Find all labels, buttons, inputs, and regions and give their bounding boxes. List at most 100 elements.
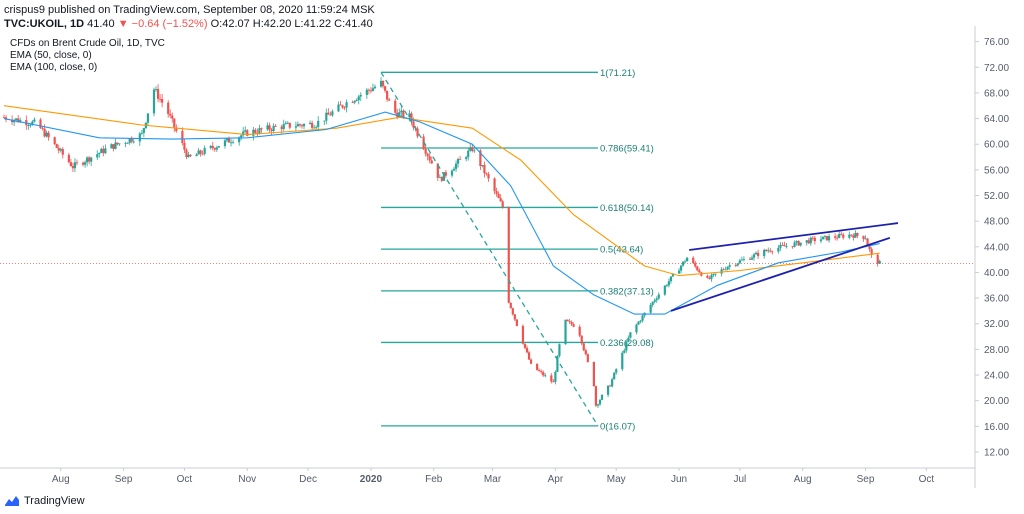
candle-body: [771, 251, 774, 253]
fib-level-label: 0(16.07): [600, 421, 635, 432]
candle-body: [398, 112, 401, 118]
candle-body: [738, 260, 741, 264]
candle-body: [331, 111, 334, 116]
candle-body: [272, 125, 275, 132]
candle-body: [544, 375, 547, 377]
candle-body: [217, 146, 220, 148]
x-tick-label: Sep: [857, 474, 875, 485]
candle-body: [402, 110, 405, 118]
candle-body: [694, 263, 697, 267]
candle-body: [728, 265, 731, 267]
candle-body: [609, 385, 612, 387]
candle-body: [807, 240, 810, 244]
ohlc-row: TVC:UKOIL, 1D 41.40 ▼ −0.64 (−1.52%) O:4…: [4, 17, 704, 31]
footer-brand[interactable]: TradingView: [4, 492, 85, 510]
y-tick-label: 68.00: [984, 88, 1009, 99]
candle-body: [825, 235, 829, 241]
candle-body: [146, 113, 150, 123]
candle-body: [201, 153, 204, 155]
y-tick-label: 24.00: [984, 371, 1009, 382]
candle-body: [734, 265, 737, 266]
candle-body: [667, 281, 671, 286]
y-tick-label: 64.00: [984, 114, 1009, 125]
legend-ema100[interactable]: EMA (100, close, 0): [10, 62, 98, 73]
candle-body: [568, 321, 571, 322]
candle-body: [811, 237, 814, 239]
candle-body: [471, 147, 474, 152]
candle-body: [440, 176, 443, 181]
candle-body: [813, 237, 816, 242]
candle-body: [412, 121, 415, 128]
publish-info: crispus9 published on TradingView.com, S…: [4, 4, 375, 16]
candle-body: [752, 254, 756, 258]
y-tick-label: 20.00: [984, 396, 1009, 407]
candle-body: [209, 145, 212, 149]
candle-body: [81, 162, 85, 165]
legend-title[interactable]: CFDs on Brent Crude Oil, 1D, TVC: [10, 38, 165, 49]
candle-body: [696, 266, 699, 271]
legend-ema50[interactable]: EMA (50, close, 0): [10, 50, 92, 61]
candle-body: [256, 132, 259, 134]
candle-body: [302, 124, 306, 127]
candle-body: [454, 163, 458, 169]
candle-body: [169, 114, 172, 116]
candle-body: [479, 150, 482, 167]
fib-level-label: 0.5(43.64): [600, 245, 643, 256]
candle-body: [655, 298, 658, 301]
fib-diagonal-line: [380, 71, 599, 427]
candle-body: [183, 142, 186, 150]
candle-body: [613, 372, 616, 380]
candle-body: [521, 325, 525, 344]
candle-body: [185, 149, 188, 158]
candle-body: [452, 168, 456, 171]
candle-body: [785, 246, 788, 247]
y-tick-label: 56.00: [984, 165, 1009, 176]
candle-body: [410, 113, 413, 122]
candle-body: [300, 125, 304, 127]
candle-body: [623, 350, 626, 353]
candle-body: [388, 99, 391, 101]
x-tick-label: Sep: [115, 474, 133, 485]
candle-body: [564, 319, 567, 345]
candle-body: [341, 105, 344, 108]
down-arrow-icon: ▼: [117, 18, 129, 30]
candle-body: [59, 149, 62, 151]
candle-body: [110, 144, 113, 149]
candle-body: [570, 321, 573, 325]
candle-body: [469, 147, 472, 151]
candle-body: [864, 238, 867, 240]
candle-body: [621, 352, 624, 370]
candle-body: [142, 128, 145, 133]
candle-body: [57, 147, 60, 151]
brand-name: TradingView: [24, 495, 85, 507]
candle-body: [594, 386, 598, 406]
candle-body: [126, 142, 129, 144]
x-tick-label: Oct: [919, 474, 935, 485]
candle-body: [653, 300, 656, 302]
candle-body: [327, 112, 330, 115]
candle-body: [400, 110, 403, 113]
candle-body: [100, 148, 103, 153]
open-value: 42.07: [222, 18, 250, 30]
candle-body: [158, 98, 162, 100]
candle-body: [229, 142, 233, 144]
candle-body: [495, 191, 498, 194]
candle-body: [69, 162, 72, 167]
candle-body: [525, 347, 529, 353]
candle-body: [870, 249, 873, 255]
y-tick-label: 72.00: [984, 63, 1009, 74]
candle-body: [793, 242, 796, 247]
candle-body: [268, 125, 271, 130]
candle-body: [783, 245, 786, 247]
x-tick-label: Jun: [671, 474, 687, 485]
x-tick-label: Mar: [484, 474, 502, 485]
candle-body: [611, 379, 614, 387]
candle-body: [83, 162, 87, 165]
candle-body: [763, 249, 766, 257]
candle-body: [635, 324, 638, 333]
candle-body: [586, 354, 589, 362]
candle-body: [657, 294, 660, 299]
candle-body: [765, 249, 768, 252]
candle-body: [96, 154, 99, 158]
